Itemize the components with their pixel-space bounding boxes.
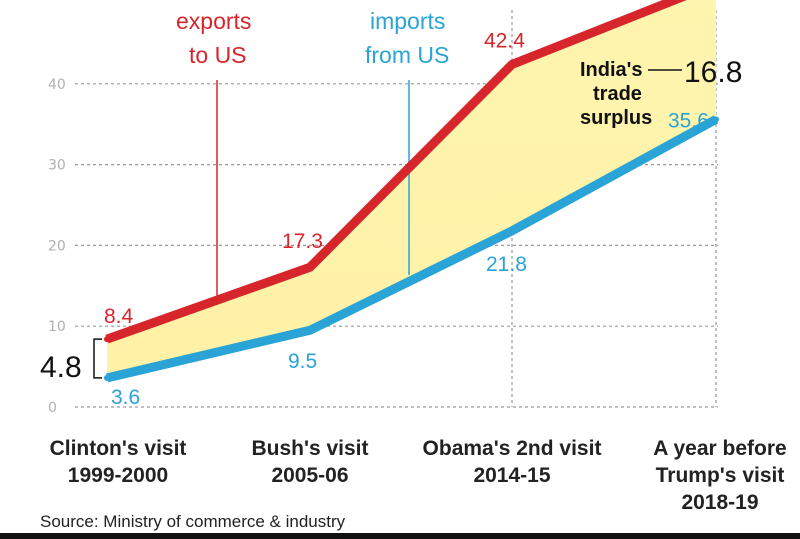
surplus-start-bracket — [93, 338, 102, 379]
y-tick-label: 30 — [48, 158, 66, 174]
x-category-label: Trump's visit — [656, 464, 785, 487]
exports-value-label: 17.3 — [282, 230, 323, 253]
y-tick-label: 20 — [48, 238, 66, 254]
imports-value-label: 9.5 — [288, 350, 317, 373]
surplus-area — [107, 0, 716, 378]
imports-annotation-line2: from US — [365, 42, 449, 68]
exports-annotation-line2: to US — [189, 42, 247, 68]
imports-line — [105, 115, 719, 383]
x-category-label: 2014-15 — [473, 464, 550, 487]
surplus-label-line3: surplus — [580, 107, 652, 129]
exports-line — [105, 0, 687, 344]
exports-point — [104, 336, 110, 343]
exports-value-label: 8.4 — [104, 305, 134, 328]
exports-point — [307, 264, 313, 271]
surplus-label-line1: India's — [580, 59, 643, 81]
surplus-label-line2: trade — [593, 83, 642, 105]
imports-point — [713, 116, 719, 123]
imports-value-label: 3.6 — [111, 386, 140, 409]
imports-point — [509, 227, 515, 234]
imports-value-label: 21.8 — [486, 253, 527, 276]
exports-annotation-line1: exports — [176, 8, 251, 34]
y-tick-label: 40 — [48, 77, 66, 93]
surplus-end-value: 16.8 — [684, 56, 742, 89]
exports-point — [509, 61, 515, 68]
source-note: Source: Ministry of commerce & industry — [40, 512, 346, 531]
x-category-label: Clinton's visit — [50, 437, 187, 460]
x-category-label: 2018-19 — [681, 491, 758, 514]
imports-value-label: 35.6 — [668, 109, 709, 132]
imports-annotation-line1: imports — [370, 8, 445, 34]
bottom-border — [0, 533, 800, 539]
x-category-label: Bush's visit — [251, 437, 368, 460]
x-category-label: A year before — [653, 437, 786, 460]
x-category-label: Obama's 2nd visit — [423, 437, 602, 460]
x-category-label: 2005-06 — [271, 464, 348, 487]
y-tick-label: 0 — [48, 400, 57, 416]
x-category-label: 1999-2000 — [68, 464, 168, 487]
imports-point — [307, 327, 313, 334]
surplus-start-value: 4.8 — [40, 351, 82, 384]
exports-value-label: 42.4 — [484, 29, 525, 52]
y-tick-label: 10 — [48, 319, 66, 335]
imports-point — [104, 374, 110, 381]
